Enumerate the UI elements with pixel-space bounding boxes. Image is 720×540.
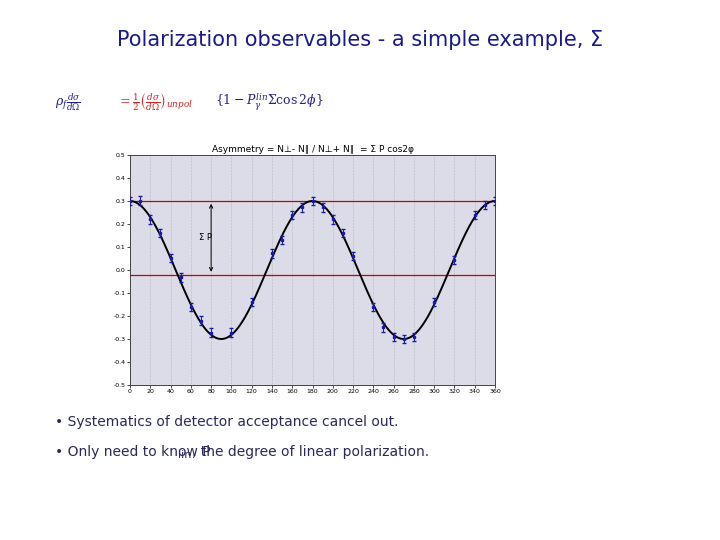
Text: Σ P: Σ P (199, 233, 212, 242)
Text: • Only need to know P: • Only need to know P (55, 445, 211, 459)
Text: , the degree of linear polarization.: , the degree of linear polarization. (192, 445, 429, 459)
Text: $\{1-P_\gamma^{lin}\Sigma\cos 2\phi\}$: $\{1-P_\gamma^{lin}\Sigma\cos 2\phi\}$ (215, 91, 324, 113)
Text: $=\frac{1}{2}\left(\frac{d\sigma}{d\Omega}\right)_{unpol}$: $=\frac{1}{2}\left(\frac{d\sigma}{d\Omeg… (117, 91, 193, 113)
Text: Polarization observables - a simple example, Σ: Polarization observables - a simple exam… (117, 30, 603, 50)
Title: Asymmetry = N⊥- N∥ / N⊥+ N∥  = Σ P cos2φ: Asymmetry = N⊥- N∥ / N⊥+ N∥ = Σ P cos2φ (212, 145, 413, 154)
Text: $\rho_f\frac{d\sigma}{d\Omega}$: $\rho_f\frac{d\sigma}{d\Omega}$ (55, 91, 81, 113)
Text: lin: lin (178, 450, 192, 460)
Text: • Systematics of detector acceptance cancel out.: • Systematics of detector acceptance can… (55, 415, 398, 429)
